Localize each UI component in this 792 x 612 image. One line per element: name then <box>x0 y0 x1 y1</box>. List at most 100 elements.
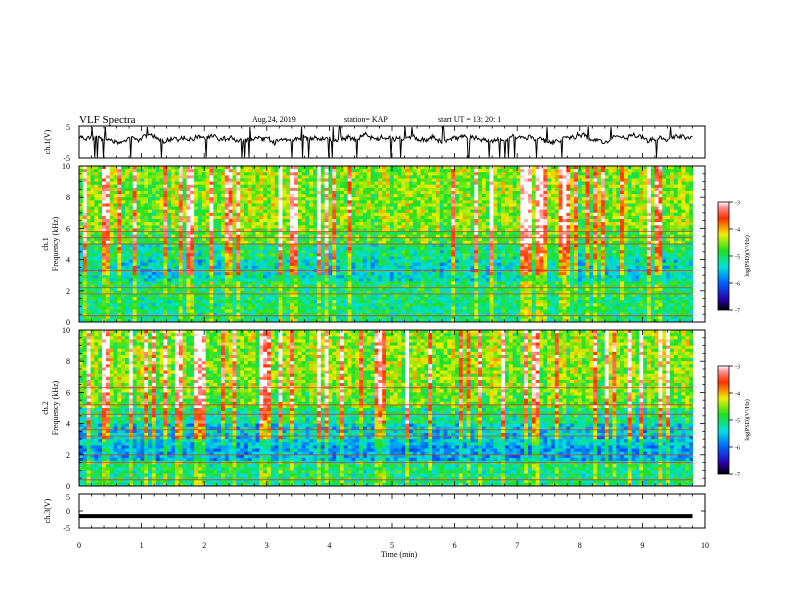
heatmap-cell <box>182 234 187 239</box>
heatmap-cell <box>424 190 429 195</box>
heatmap-cell <box>347 225 352 229</box>
heatmap-cell <box>121 244 126 248</box>
heatmap-cell <box>140 209 145 214</box>
heatmap-cell <box>481 166 487 170</box>
heatmap-cell <box>631 200 636 204</box>
heatmap-cell <box>98 184 103 189</box>
heatmap-cell <box>420 247 425 251</box>
heatmap-cell <box>236 194 241 198</box>
heatmap-cell <box>474 250 479 254</box>
heatmap-cell <box>658 175 663 179</box>
heatmap-cell <box>527 184 533 189</box>
heatmap-cell <box>432 200 437 204</box>
heatmap-cell <box>144 200 149 204</box>
heatmap-cell <box>79 197 84 201</box>
heatmap-cell <box>332 200 337 204</box>
heatmap-cell <box>232 209 237 214</box>
heatmap-cell <box>232 206 237 211</box>
heatmap-cell <box>205 219 210 223</box>
heatmap-cell <box>224 194 230 198</box>
heatmap-cell <box>362 184 368 189</box>
heatmap-cell <box>148 222 153 226</box>
heatmap-cell <box>194 212 199 217</box>
heatmap-cell <box>570 234 575 239</box>
heatmap-cell <box>332 244 337 248</box>
heatmap-cell <box>677 206 682 211</box>
heatmap-cell <box>362 178 368 182</box>
heatmap-cell <box>224 237 230 242</box>
heatmap-cell <box>643 184 648 189</box>
heatmap-cell <box>585 194 590 198</box>
heatmap-cell <box>228 259 233 264</box>
heatmap-cell <box>455 206 460 211</box>
heatmap-cell <box>558 172 563 176</box>
heatmap-cell <box>412 194 418 198</box>
heatmap-cell <box>512 240 517 245</box>
heatmap-cell <box>474 206 479 211</box>
heatmap-cell <box>171 244 176 248</box>
heatmap-cell <box>612 212 617 217</box>
heatmap-cell <box>654 181 659 186</box>
heatmap-cell <box>359 200 364 204</box>
heatmap-cell <box>685 222 690 226</box>
heatmap-cell <box>620 166 625 170</box>
heatmap-cell <box>251 166 256 170</box>
heatmap-cell <box>155 250 160 254</box>
heatmap-cell <box>290 206 295 211</box>
heatmap-cell <box>554 166 560 170</box>
heatmap-cell <box>167 247 172 251</box>
heatmap-cell <box>585 219 590 223</box>
heatmap-cell <box>301 250 306 254</box>
heatmap-cell <box>462 215 467 220</box>
heatmap-cell <box>359 234 364 239</box>
heatmap-cell <box>501 228 506 232</box>
heatmap-cell <box>527 231 533 236</box>
heatmap-cell <box>339 259 345 264</box>
heatmap-cell <box>432 253 437 257</box>
heatmap-cell <box>666 219 671 223</box>
heatmap-cell <box>228 209 233 214</box>
heatmap-cell <box>386 197 391 201</box>
heatmap-cell <box>197 169 203 173</box>
heatmap-cell <box>94 219 99 223</box>
heatmap-cell <box>270 190 276 195</box>
heatmap-cell <box>178 219 184 223</box>
heatmap-cell <box>278 206 283 211</box>
heatmap-cell <box>105 215 111 220</box>
heatmap-cell <box>547 206 552 211</box>
heatmap-cell <box>297 206 302 211</box>
heatmap-cell <box>301 212 306 217</box>
heatmap-cell <box>343 244 349 248</box>
heatmap-cell <box>420 212 425 217</box>
heatmap-cell <box>551 212 556 217</box>
heatmap-cell <box>585 228 590 232</box>
heatmap-cell <box>244 244 249 248</box>
heatmap-cell <box>516 256 521 260</box>
heatmap-cell <box>416 181 421 186</box>
heatmap-cell <box>589 184 594 189</box>
heatmap-cell <box>190 244 195 248</box>
heatmap-cell <box>382 190 387 195</box>
heatmap-cell <box>646 237 652 242</box>
heatmap-cell <box>612 231 617 236</box>
heatmap-cell <box>416 206 421 211</box>
heatmap-cell <box>159 228 164 232</box>
heatmap-cell <box>359 240 364 245</box>
heatmap-cell <box>635 194 640 198</box>
heatmap-cell <box>128 190 134 195</box>
heatmap-cell <box>90 219 95 223</box>
heatmap-cell <box>393 169 398 173</box>
heatmap-cell <box>182 225 187 229</box>
heatmap-cell <box>435 197 441 201</box>
heatmap-cell <box>554 178 560 182</box>
heatmap-cell <box>228 247 233 251</box>
heatmap-cell <box>474 197 479 201</box>
heatmap-cell <box>516 197 521 201</box>
heatmap-cell <box>677 181 682 186</box>
heatmap-cell <box>593 169 598 173</box>
heatmap-cell <box>554 169 560 173</box>
heatmap-cell <box>320 194 325 198</box>
heatmap-cell <box>316 240 322 245</box>
heatmap-cell <box>351 244 356 248</box>
heatmap-cell <box>270 172 276 176</box>
